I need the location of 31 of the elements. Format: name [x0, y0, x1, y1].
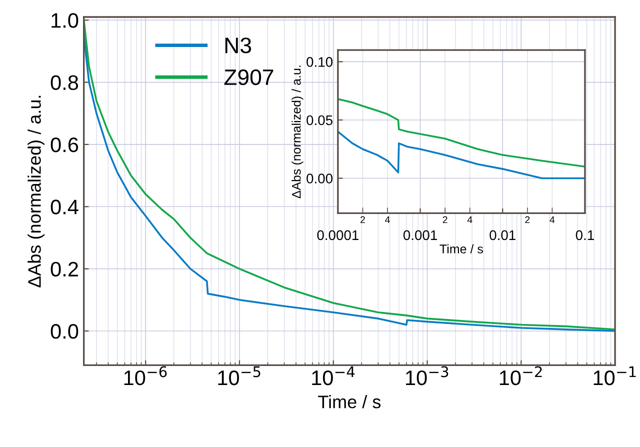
y-tick-label: 0.00: [306, 174, 333, 184]
x-tick-label: 10$^{−2}$: [500, 366, 542, 386]
y-tick-label: 0.2: [50, 262, 78, 277]
legend-label: Z907: [224, 69, 274, 86]
x-tick-label: 0.001: [403, 230, 437, 240]
y-tick-label: 0.10: [306, 57, 333, 67]
x-tick-label: 10$^{−6}$: [124, 366, 167, 386]
y-tick-label: 0.05: [306, 115, 332, 126]
x-axis-title: Time / s: [318, 395, 381, 408]
annotation: 2: [442, 216, 448, 224]
x-tick-label: 10$^{−3}$: [406, 366, 448, 386]
y-tick-label: 0.6: [50, 137, 78, 152]
x-tick-label: 0.01: [490, 230, 516, 240]
x-tick-label: 10$^{−1}$: [594, 366, 636, 386]
annotation: 4: [385, 216, 390, 224]
y-tick-label: 0.0: [50, 324, 78, 339]
annotation: 4: [550, 216, 555, 224]
x-tick-label: 10$^{−4}$: [312, 366, 355, 386]
y-tick-label: 0.8: [50, 75, 78, 90]
annotation: 2: [360, 216, 365, 224]
y-axis-title: ΔAbs (normalized) / a.u.: [292, 66, 304, 198]
annotation: 2: [525, 216, 530, 224]
y-tick-label: 1.0: [52, 13, 78, 28]
annotation: 4: [467, 216, 472, 224]
x-tick-label: 10$^{−5}$: [218, 366, 260, 386]
x-tick-label: 0.0001: [317, 230, 358, 240]
x-axis-title: Time / s: [440, 244, 483, 254]
y-tick-label: 0.4: [50, 200, 78, 214]
y-axis-title: ΔAbs (normalized) / a.u.: [28, 96, 44, 288]
x-tick-label: 0.1: [576, 230, 594, 240]
legend-label: N3: [225, 38, 252, 54]
